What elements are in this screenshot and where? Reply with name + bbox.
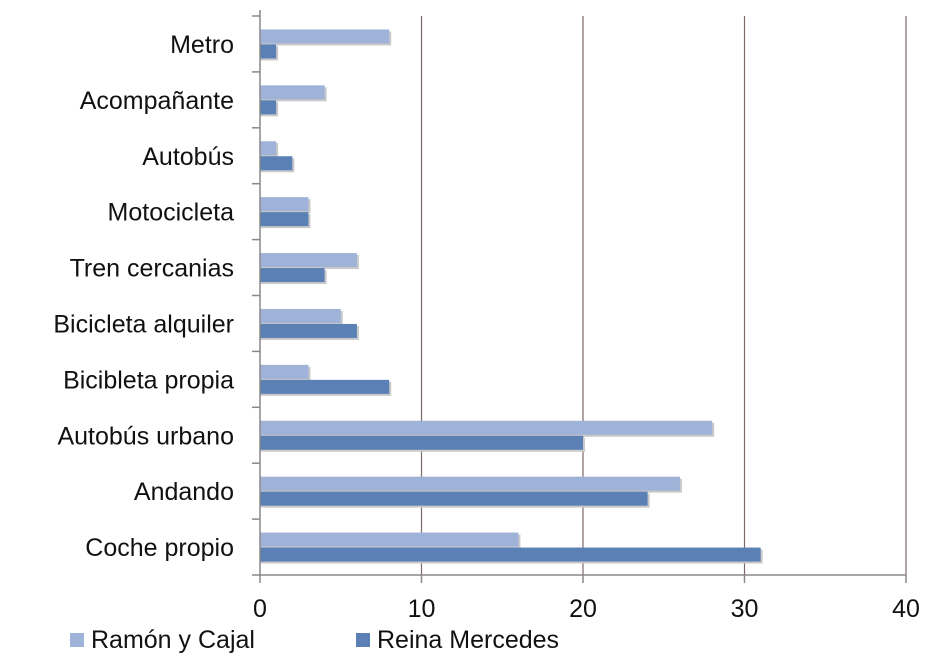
bar-reina-mercedes-autobus <box>260 156 293 171</box>
bar-reina-mercedes-bicicleta-alquiler <box>260 323 357 338</box>
bar-ramon-y-cajal-acompanante <box>260 85 325 100</box>
category-label-bicicleta-alquiler: Bicicleta alquiler <box>53 310 234 338</box>
x-tick-label-20: 20 <box>569 595 597 623</box>
x-tick-label-30: 30 <box>731 595 759 623</box>
bar-ramon-y-cajal-autobus-urbano <box>260 420 713 435</box>
legend: Ramón y Cajal Reina Mercedes <box>70 626 559 654</box>
bar-ramon-y-cajal-andando <box>260 476 680 491</box>
category-label-motocicleta: Motocicleta <box>108 199 235 227</box>
x-tick-labels: 0 10 20 30 40 <box>253 595 920 623</box>
axes-group <box>252 10 907 583</box>
legend-swatch-ramon-y-cajal <box>70 633 84 647</box>
bars-group <box>260 29 763 564</box>
category-label-coche-propio: Coche propio <box>85 534 234 562</box>
x-tick-label-40: 40 <box>892 595 920 623</box>
bar-ramon-y-cajal-coche-propio <box>260 532 519 547</box>
legend-label-reina-mercedes: Reina Mercedes <box>377 626 559 654</box>
bar-ramon-y-cajal-bicicleta-alquiler <box>260 308 341 323</box>
bar-ramon-y-cajal-tren-cercanias <box>260 253 357 268</box>
category-labels: Metro Acompañante Autobús Motocicleta Tren c… <box>53 31 234 562</box>
bar-reina-mercedes-motocicleta <box>260 212 309 227</box>
bar-reina-mercedes-coche-propio <box>260 547 761 562</box>
bar-ramon-y-cajal-bicibleta-propia <box>260 364 309 379</box>
legend-swatch-reina-mercedes <box>356 633 370 647</box>
category-label-metro: Metro <box>170 31 234 59</box>
category-label-andando: Andando <box>134 478 234 506</box>
category-label-acompanante: Acompañante <box>80 87 234 115</box>
category-label-autobus: Autobús <box>142 143 234 171</box>
bar-ramon-y-cajal-metro <box>260 29 390 44</box>
x-tick-label-0: 0 <box>253 595 267 623</box>
category-label-tren-cercanias: Tren cercanias <box>70 255 234 283</box>
bar-reina-mercedes-metro <box>260 44 277 59</box>
bar-reina-mercedes-andando <box>260 491 648 506</box>
bar-ramon-y-cajal-motocicleta <box>260 197 309 212</box>
bar-reina-mercedes-bicibleta-propia <box>260 379 390 394</box>
bar-reina-mercedes-acompanante <box>260 100 277 115</box>
legend-label-ramon-y-cajal: Ramón y Cajal <box>91 626 255 654</box>
category-label-bicibleta-propia: Bicibleta propia <box>63 366 234 394</box>
x-tick-label-10: 10 <box>408 595 436 623</box>
bar-reina-mercedes-tren-cercanias <box>260 268 325 283</box>
category-label-autobus-urbano: Autobús urbano <box>57 422 234 450</box>
bar-ramon-y-cajal-autobus <box>260 141 277 156</box>
bar-reina-mercedes-autobus-urbano <box>260 435 583 450</box>
